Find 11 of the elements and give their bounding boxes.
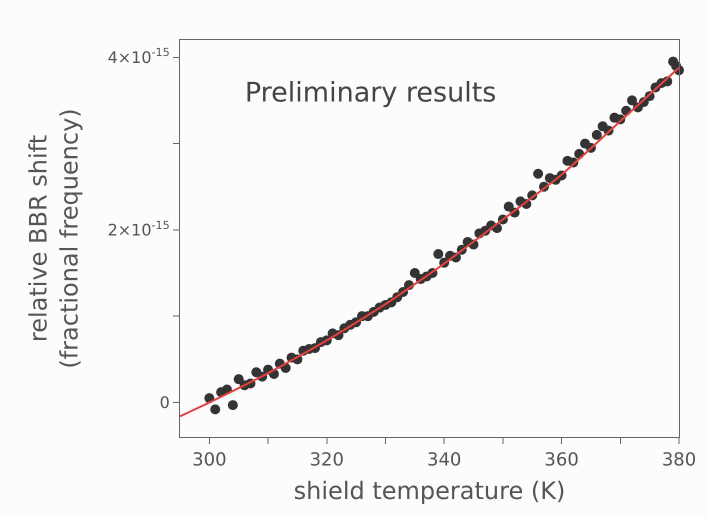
x-axis-title: shield temperature (K)	[294, 476, 566, 505]
x-tick-label: 300	[192, 450, 227, 471]
text: Preliminary results	[244, 78, 496, 109]
y-axis-title: relative BBR shift (fractional frequency)	[24, 108, 84, 369]
y-tick-label: 4×10$^{-15}$	[108, 46, 170, 67]
y-tick-label: 0	[160, 393, 170, 412]
x-tick-label: 320	[310, 450, 344, 471]
y-tick-label: 2×10$^{-15}$	[108, 218, 170, 240]
x-tick-label: 340	[427, 450, 462, 471]
x-tick-label: 360	[544, 450, 579, 471]
x-tick-label: 380	[662, 450, 696, 471]
